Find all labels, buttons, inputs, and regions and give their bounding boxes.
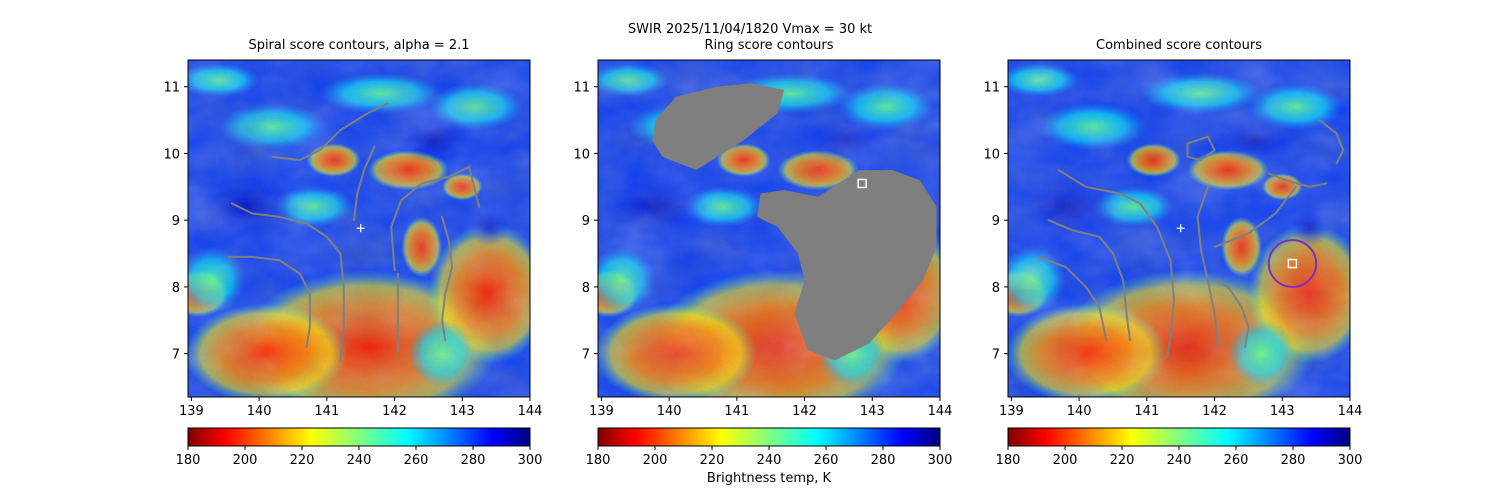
colorbar-tick-label: 220 (700, 453, 725, 468)
y-tick-label: 9 (172, 214, 180, 229)
x-tick-label: 139 (999, 404, 1024, 419)
score-contour-4 (390, 165, 470, 272)
y-tick-label: 7 (172, 348, 180, 363)
colorbar-tick-label: 300 (928, 453, 953, 468)
x-tick-label: 140 (1067, 404, 1092, 419)
score-contour-1 (1047, 219, 1131, 342)
y-tick-label: 10 (573, 147, 590, 162)
colorbar-tick-label: 200 (643, 453, 668, 468)
colorbar (597, 427, 941, 447)
axes-frame (1007, 59, 1351, 398)
colorbar-tick-label: 300 (518, 453, 543, 468)
score-contour-6 (441, 215, 454, 342)
colorbar-tick-label: 240 (347, 453, 372, 468)
colorbar-tick-label: 200 (233, 453, 258, 468)
panel-title-combined: Combined score contours (1096, 38, 1262, 53)
ring-score-region-0 (652, 83, 785, 171)
colorbar-tick-label: 220 (290, 453, 315, 468)
axes-frame (597, 59, 941, 398)
panel-title-ring: Ring score contours (704, 38, 834, 53)
colorbar-tick-label: 240 (757, 453, 782, 468)
center-plus-marker (356, 224, 365, 233)
score-contour-7 (1318, 119, 1345, 165)
colorbar-tick-label: 240 (1167, 453, 1192, 468)
axes-frame (187, 59, 531, 398)
brightness-temp-field (188, 60, 530, 397)
x-tick-label: 142 (1202, 404, 1227, 419)
colorbar-tick-label: 180 (996, 453, 1021, 468)
x-tick-label: 139 (179, 404, 204, 419)
score-contour-4 (1213, 279, 1250, 348)
y-tick-label: 8 (172, 281, 180, 296)
y-tick-label: 9 (992, 214, 1000, 229)
colorbar-tick-label: 280 (871, 453, 896, 468)
panel-1: 139 140 141 142 143 144 7 8 9 10 11 180 200 220 240 260… (573, 59, 953, 468)
center-square-marker (857, 178, 867, 189)
colorbar-tick-label: 180 (176, 453, 201, 468)
y-tick-label: 9 (582, 214, 590, 229)
score-contour-1 (231, 202, 345, 362)
score-contour-0 (271, 102, 389, 162)
y-tick-label: 10 (983, 147, 1000, 162)
colorbar-label: Brightness temp, K (706, 471, 832, 486)
figure-suptitle: SWIR 2025/11/04/1820 Vmax = 30 kt (627, 22, 873, 37)
y-tick-label: 11 (983, 81, 1000, 96)
colorbar-tick-label: 280 (461, 453, 486, 468)
x-tick-label: 141 (314, 404, 339, 419)
score-contour-3 (1196, 185, 1219, 348)
y-tick-label: 7 (992, 348, 1000, 363)
x-tick-label: 140 (657, 404, 682, 419)
colorbar-tick-label: 180 (586, 453, 611, 468)
x-tick-label: 144 (928, 404, 953, 419)
x-tick-label: 144 (518, 404, 543, 419)
y-tick-label: 11 (163, 81, 180, 96)
colorbar (1007, 427, 1351, 447)
x-tick-label: 139 (589, 404, 614, 419)
ring-score-region-1 (757, 170, 937, 361)
x-tick-label: 144 (1338, 404, 1363, 419)
brightness-temp-field (598, 60, 940, 397)
colorbar-tick-label: 220 (1110, 453, 1135, 468)
colorbar-tick-label: 260 (404, 453, 429, 468)
score-contour-2 (1037, 255, 1108, 342)
center-square-marker (1287, 258, 1298, 269)
y-tick-label: 7 (582, 348, 590, 363)
panel-2: 139 140 141 142 143 144 7 8 9 10 11 180 200 220 240 260… (983, 59, 1363, 468)
colorbar (187, 427, 531, 447)
score-contour-0 (1057, 169, 1175, 358)
score-contour-8 (1186, 135, 1216, 162)
x-tick-label: 140 (247, 404, 272, 419)
x-tick-label: 142 (792, 404, 817, 419)
x-tick-label: 143 (1270, 404, 1295, 419)
center-ring (1267, 239, 1318, 288)
y-tick-label: 10 (163, 147, 180, 162)
panel-title-spiral: Spiral score contours, alpha = 2.1 (248, 38, 470, 53)
colorbar-tick-label: 280 (1281, 453, 1306, 468)
colorbar-tick-label: 260 (814, 453, 839, 468)
brightness-temp-field (1008, 60, 1350, 397)
colorbar-tick-label: 300 (1338, 453, 1363, 468)
score-contour-6 (1213, 185, 1297, 248)
center-plus-marker (1176, 224, 1185, 233)
score-contour-7 (468, 165, 481, 208)
score-contour-2 (227, 255, 311, 348)
y-tick-label: 11 (573, 81, 590, 96)
colorbar-tick-label: 260 (1224, 453, 1249, 468)
colorbar-tick-label: 200 (1053, 453, 1078, 468)
y-tick-label: 8 (582, 281, 590, 296)
panel-0: 139 140 141 142 143 144 7 8 9 10 11 180 200 220 240 260… (163, 59, 543, 468)
x-tick-label: 142 (382, 404, 407, 419)
x-tick-label: 143 (450, 404, 475, 419)
x-tick-label: 141 (724, 404, 749, 419)
x-tick-label: 143 (860, 404, 885, 419)
score-contour-3 (352, 145, 376, 222)
x-tick-label: 141 (1134, 404, 1159, 419)
score-contour-5 (1267, 172, 1328, 188)
y-tick-label: 8 (992, 281, 1000, 296)
